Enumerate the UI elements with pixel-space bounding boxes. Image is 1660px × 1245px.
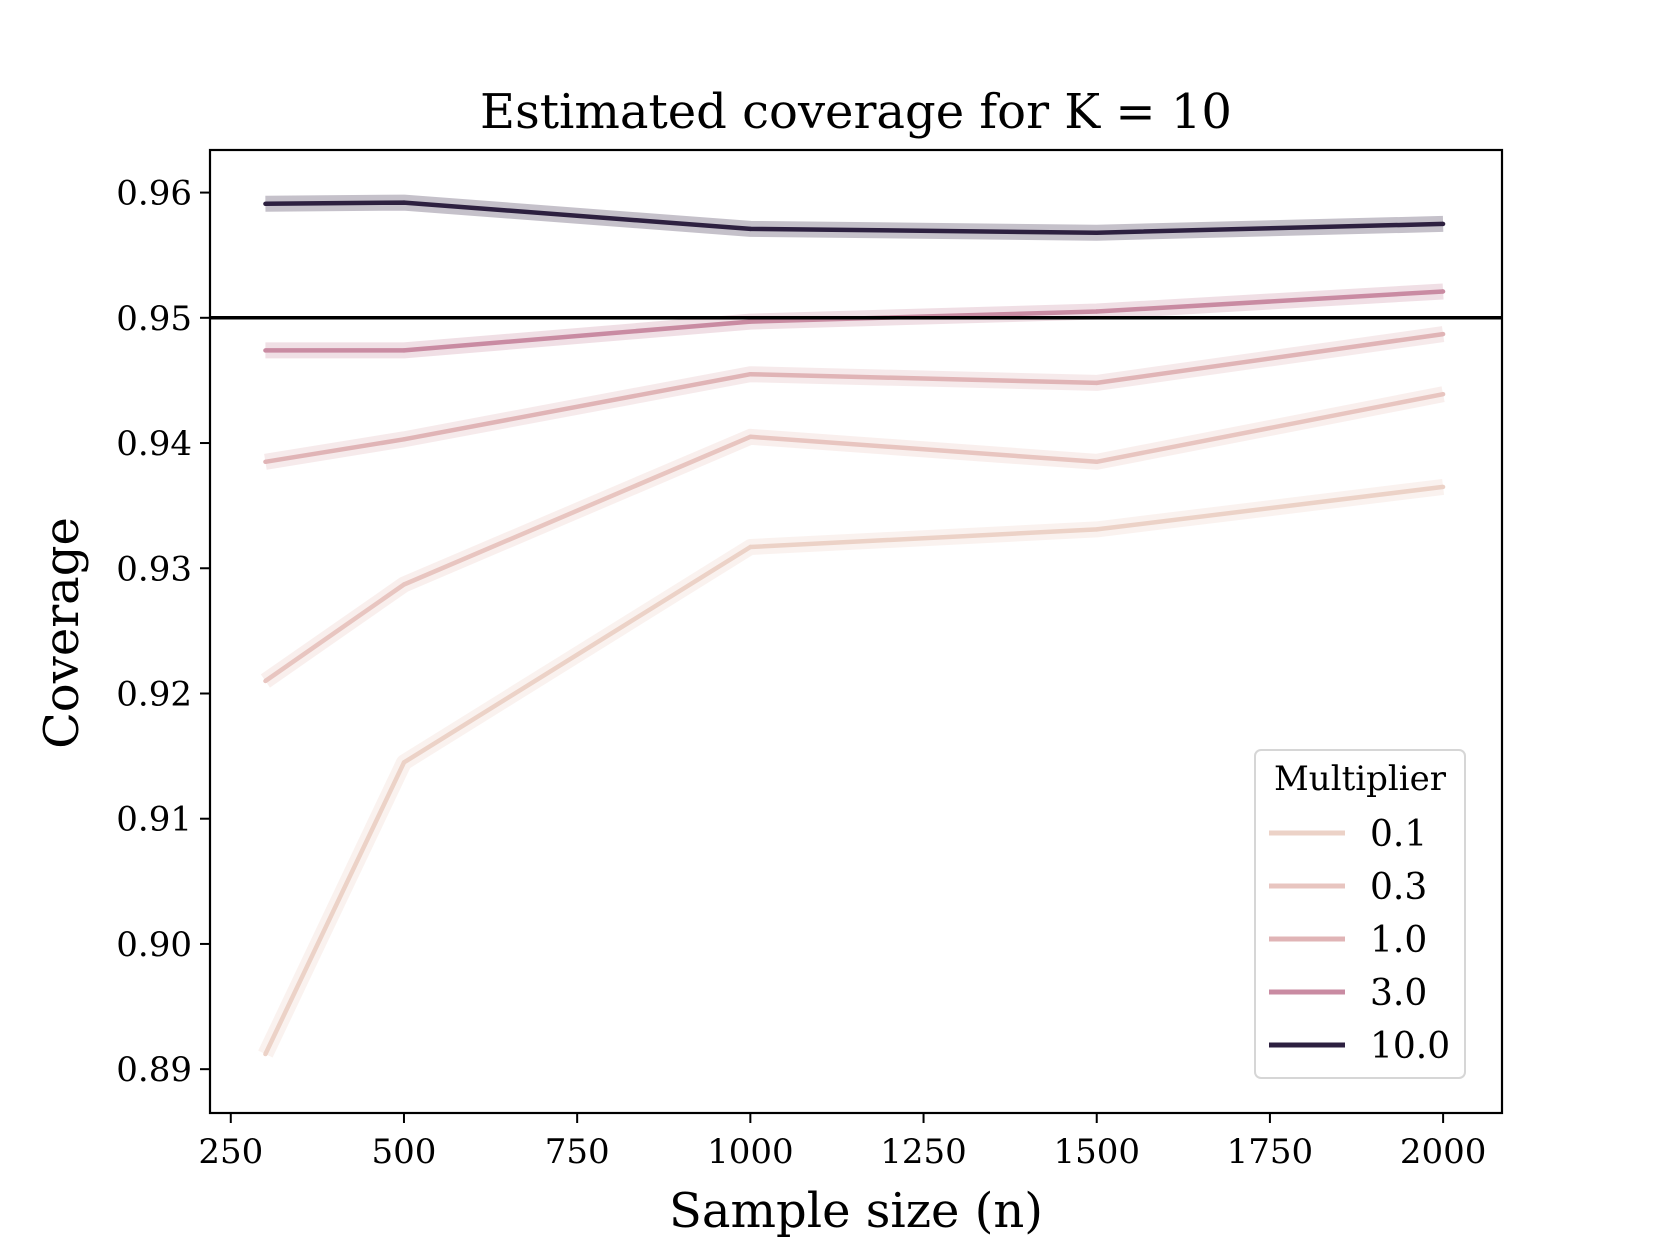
y-tick-label-0.91: 0.91 [116, 800, 192, 840]
data-point-0.3-300 [263, 678, 268, 684]
x-tick-label-750: 750 [545, 1132, 610, 1172]
y-tick-label-0.96: 0.96 [116, 174, 192, 214]
legend-label-10.0: 10.0 [1370, 1026, 1450, 1067]
y-axis-title: Coverage [34, 517, 90, 749]
data-point-3.0-1500 [1094, 309, 1099, 314]
data-point-3.0-2000 [1440, 289, 1446, 294]
data-point-10.0-300 [263, 201, 268, 206]
data-point-3.0-500 [401, 348, 407, 353]
x-tick-label-500: 500 [372, 1132, 437, 1172]
chart-title: Estimated coverage for K = 10 [480, 84, 1232, 140]
data-point-0.1-300 [263, 1051, 268, 1057]
data-point-3.0-300 [263, 348, 268, 353]
x-axis-title: Sample size (n) [669, 1183, 1043, 1239]
data-point-10.0-1000 [748, 226, 753, 232]
x-tick-label-2000: 2000 [1400, 1132, 1487, 1172]
legend-title: Multiplier [1274, 759, 1447, 799]
legend-label-0.3: 0.3 [1370, 867, 1427, 908]
data-point-0.1-1500 [1094, 527, 1099, 532]
data-point-1.0-300 [263, 459, 268, 464]
data-point-1.0-1500 [1094, 380, 1099, 386]
data-point-10.0-500 [401, 200, 407, 205]
plot-frame [208, 148, 1504, 1115]
data-point-0.1-2000 [1440, 484, 1446, 490]
legend-label-3.0: 3.0 [1370, 973, 1427, 1014]
x-tick-label-250: 250 [198, 1132, 263, 1172]
data-point-1.0-2000 [1440, 331, 1446, 337]
y-tick-label-0.95: 0.95 [116, 299, 192, 339]
legend-label-0.1: 0.1 [1370, 814, 1427, 855]
y-tick-label-0.9: 0.90 [116, 925, 192, 965]
data-point-10.0-2000 [1440, 221, 1446, 227]
y-tick-label-0.89: 0.89 [116, 1050, 192, 1090]
x-tick-label-1250: 1250 [880, 1132, 967, 1172]
data-point-0.1-500 [401, 760, 407, 765]
data-point-1.0-1000 [748, 372, 753, 377]
plot-area: 250 500 750 1000 1250 1500 1750 2000 0.89 0.90 0.9… [116, 148, 1504, 1172]
legend-label-1.0: 1.0 [1370, 920, 1427, 961]
data-point-0.3-500 [401, 582, 407, 587]
data-point-1.0-500 [401, 437, 407, 442]
data-point-10.0-1500 [1094, 230, 1099, 235]
data-point-0.3-1500 [1094, 459, 1099, 464]
y-tick-label-0.92: 0.92 [116, 674, 192, 714]
data-point-0.3-1000 [748, 434, 753, 439]
y-tick-label-0.93: 0.93 [116, 549, 192, 589]
x-tick-label-1500: 1500 [1053, 1132, 1140, 1172]
y-tick-label-0.94: 0.94 [116, 424, 192, 464]
data-point-0.3-2000 [1440, 392, 1446, 397]
legend: Multiplier 0.1 0.3 1.0 3.0 10.0 [1254, 749, 1466, 1079]
data-point-3.0-1000 [748, 319, 753, 324]
x-tick-label-1750: 1750 [1227, 1132, 1314, 1172]
data-point-0.1-1000 [748, 544, 753, 550]
x-tick-label-1000: 1000 [707, 1132, 794, 1172]
